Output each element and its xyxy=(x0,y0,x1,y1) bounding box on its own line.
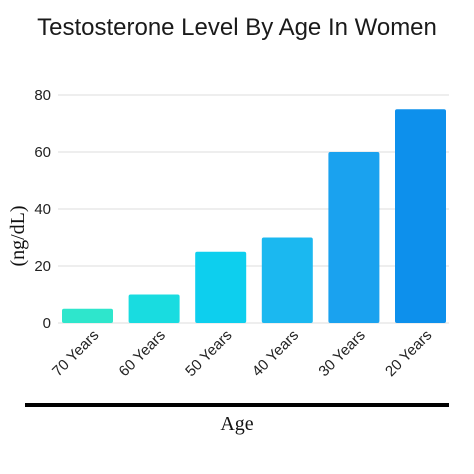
y-tick-label: 60 xyxy=(34,144,51,161)
y-tick-label: 80 xyxy=(34,87,51,104)
x-axis-title: Age xyxy=(220,413,253,435)
x-tick-label: 30 Years xyxy=(315,327,368,380)
y-tick-label: 20 xyxy=(34,258,51,275)
x-tick-label: 60 Years xyxy=(116,327,169,380)
y-tick-label: 0 xyxy=(43,315,51,332)
bar-50-years xyxy=(195,251,247,323)
bar-60-years xyxy=(128,294,180,323)
x-tick-label: 70 Years xyxy=(49,327,102,380)
y-tick-label: 40 xyxy=(34,201,51,218)
x-tick-label: 50 Years xyxy=(182,327,235,380)
gridlines xyxy=(58,94,449,324)
bar-20-years xyxy=(395,109,446,323)
bars xyxy=(62,109,446,323)
y-axis-title: (ng/dL) xyxy=(7,205,29,266)
x-tick-labels: 70 Years 60 Years 50 Years 40 Years 30 Years… xyxy=(49,327,435,380)
bar-30-years xyxy=(328,152,380,323)
bar-40-years xyxy=(261,237,313,323)
chart-title: Testosterone Level By Age In Women xyxy=(37,14,437,41)
y-tick-labels: 0 20 40 60 80 xyxy=(34,87,51,332)
x-tick-label: 40 Years xyxy=(249,327,302,380)
x-tick-label: 20 Years xyxy=(382,327,435,380)
bar-70-years xyxy=(62,308,113,323)
